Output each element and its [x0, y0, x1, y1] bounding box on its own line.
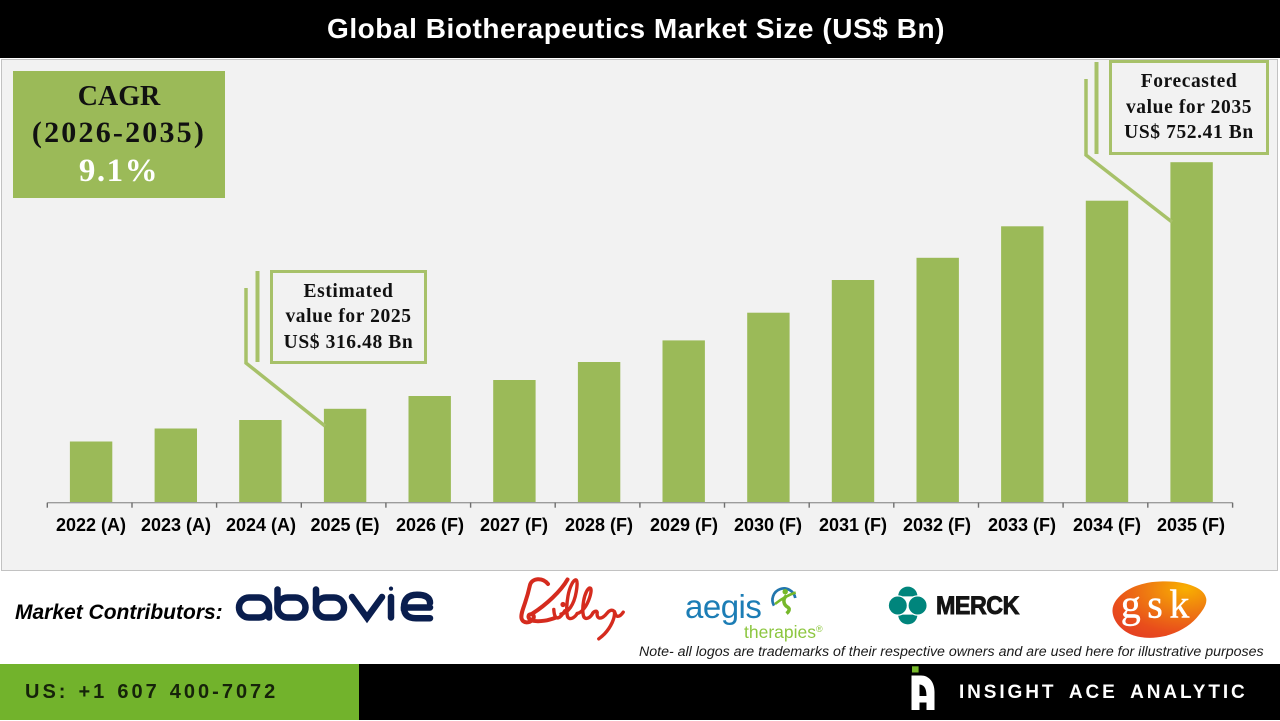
svg-text:gsk: gsk — [1121, 581, 1196, 626]
